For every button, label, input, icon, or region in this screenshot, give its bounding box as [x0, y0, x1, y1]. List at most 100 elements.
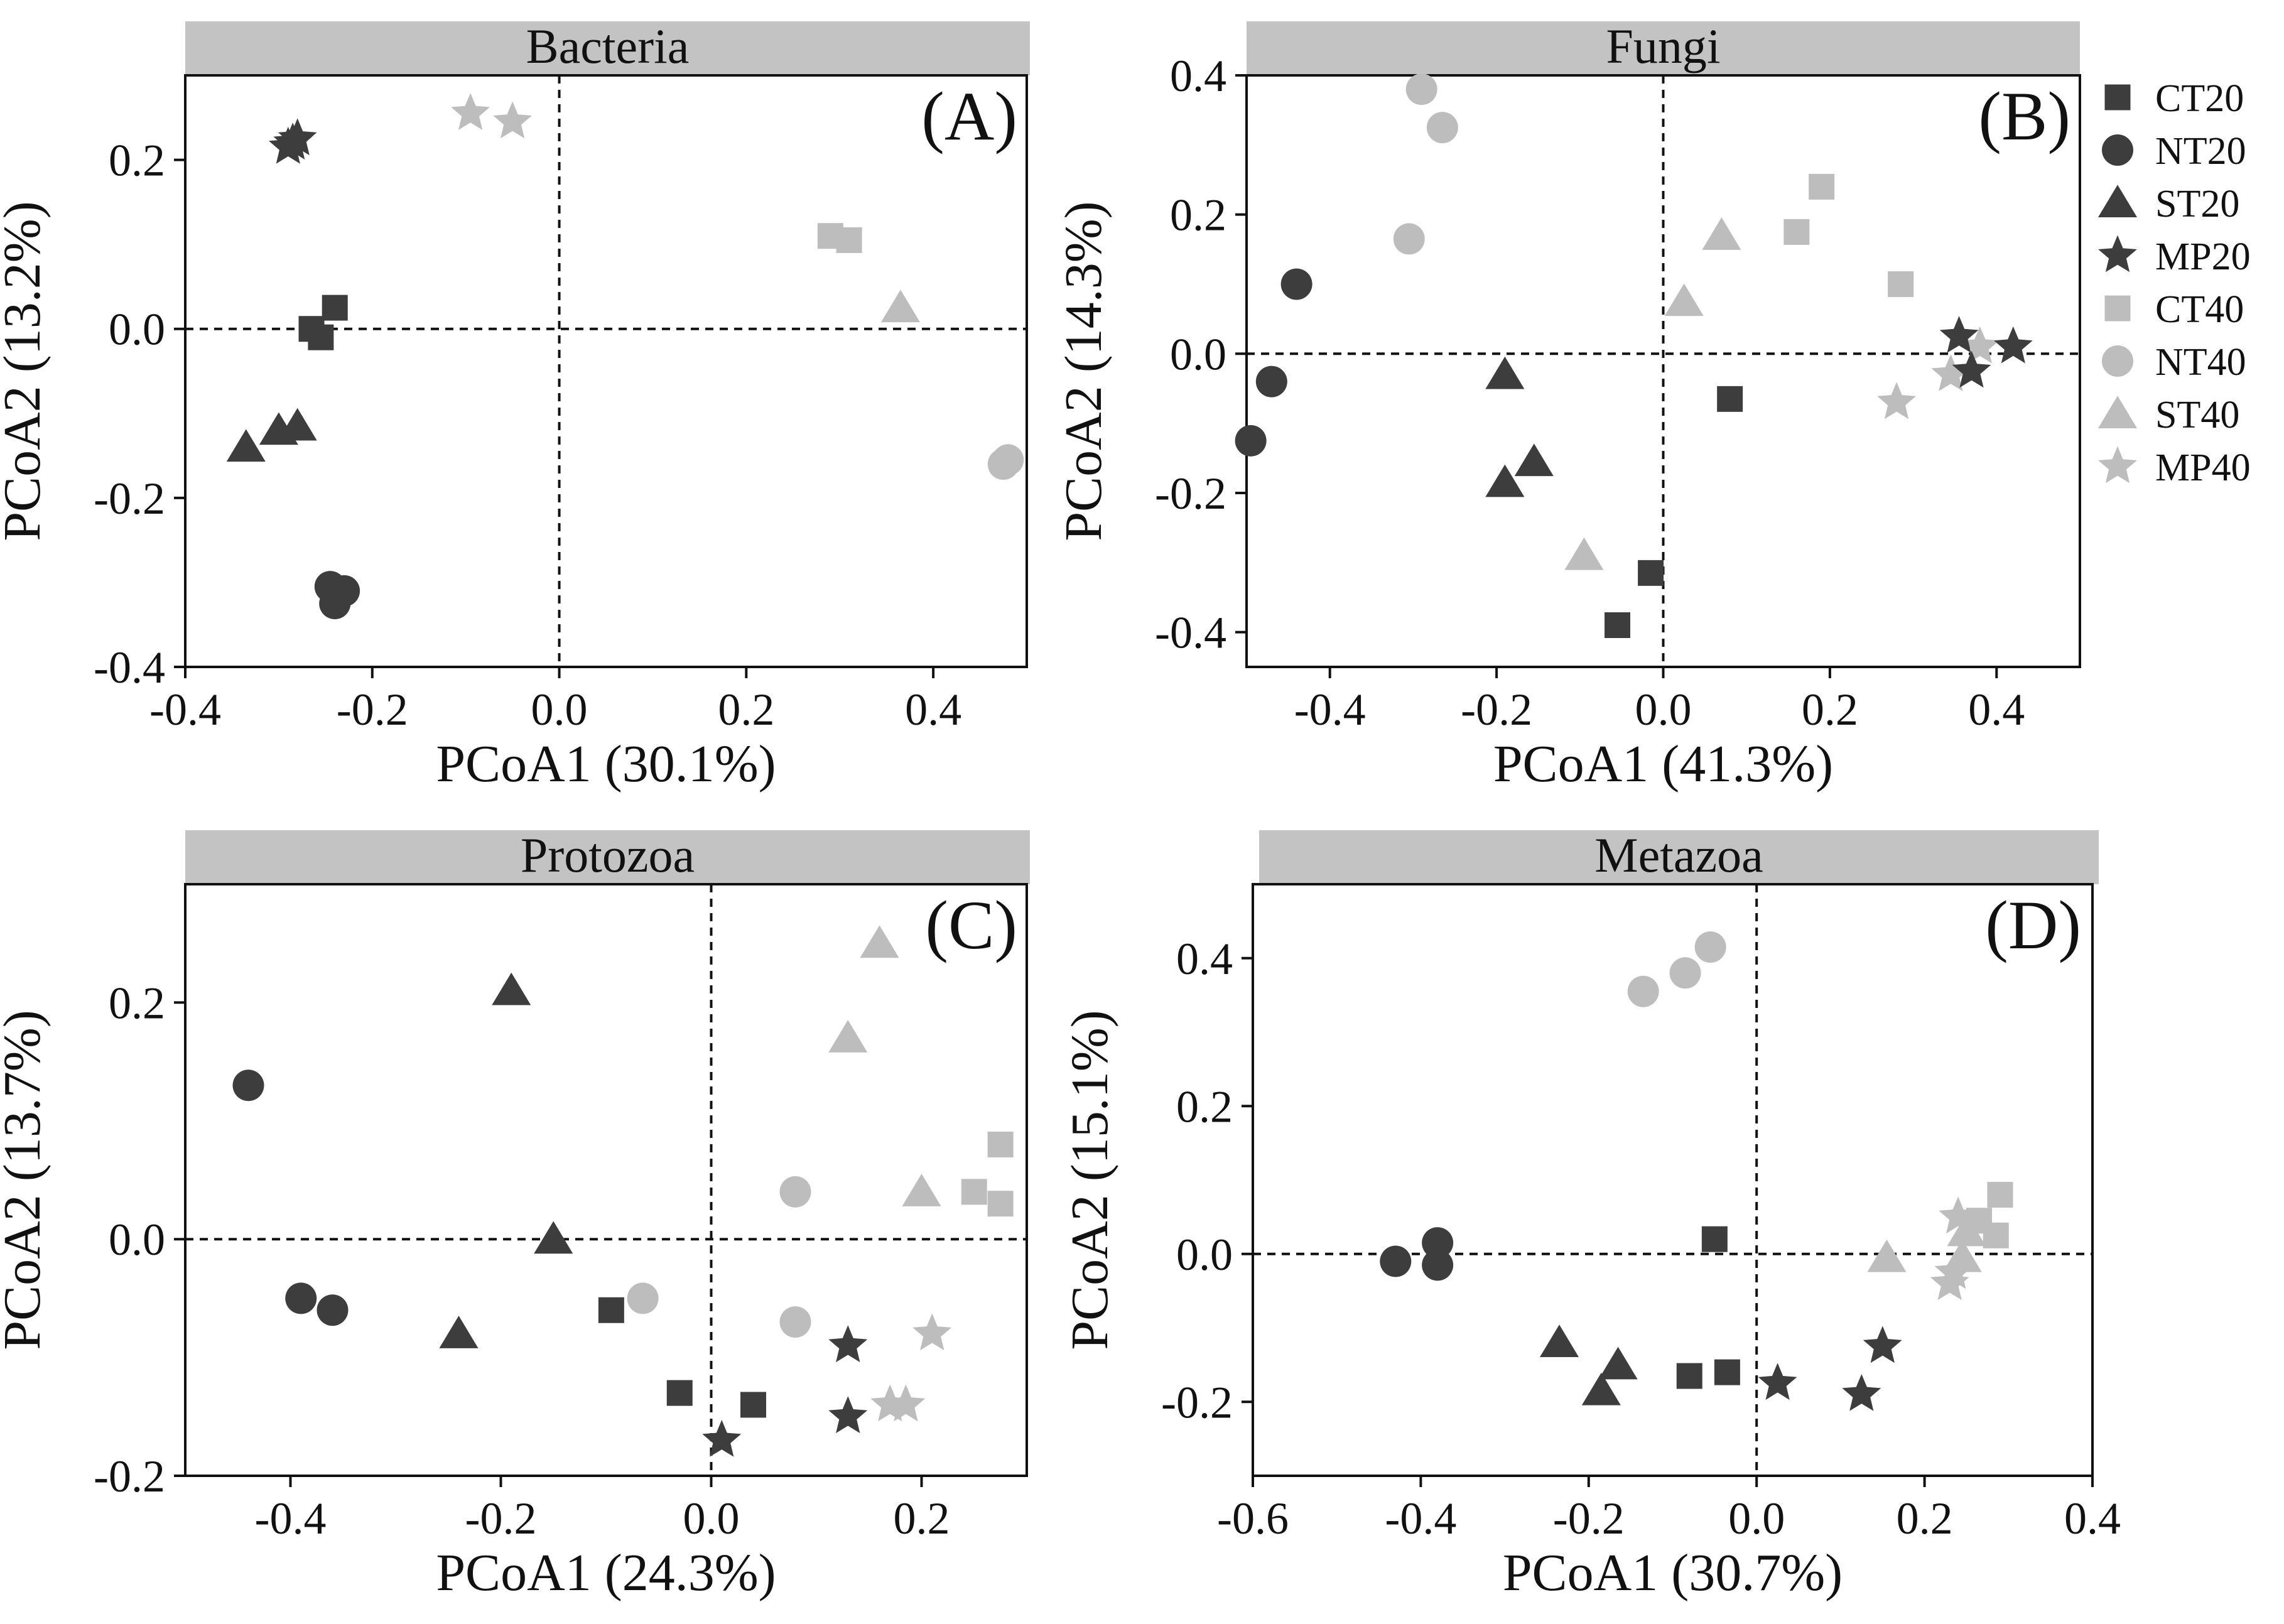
fungi-y-tick-label: 0.4	[1170, 51, 1226, 101]
protozoa-title: Protozoa	[521, 828, 695, 882]
bacteria-title: Bacteria	[526, 19, 690, 73]
fungi-point-nt20	[1235, 425, 1267, 457]
metazoa-y-tick-label: 0.2	[1176, 1081, 1233, 1132]
panel-fungi: Fungi -0.4 -0.2 0.0 0.2 0.4 -0.4 -0.2 0.0 0.2 0.4 P…	[1054, 19, 2081, 793]
legend-label-st20: ST20	[2155, 183, 2239, 225]
protozoa-plot-frame	[184, 883, 1028, 1477]
bacteria-point-ct40	[836, 227, 862, 253]
protozoa-point-ct20	[666, 1380, 693, 1406]
legend-item-mp20: MP20	[2098, 235, 2251, 278]
fungi-point-st40	[1702, 217, 1741, 250]
fungi-point-mp20	[1939, 316, 1979, 353]
metazoa-point-ct20	[1714, 1359, 1740, 1385]
legend-marker-ct40	[2104, 295, 2131, 322]
protozoa-x-tick-label: 0.0	[683, 1493, 740, 1544]
protozoa-x-axis-label: PCoA1 (24.3%)	[436, 1544, 776, 1602]
bacteria-y-axis-label: PCoA2 (13.2%)	[0, 201, 51, 541]
bacteria-x-axis-label: PCoA1 (30.1%)	[436, 735, 776, 793]
fungi-point-nt40	[1405, 73, 1437, 106]
fungi-x-tick-label: 0.4	[1968, 685, 2025, 735]
fungi-point-st40	[1564, 537, 1604, 570]
metazoa-panel-letter: (D)	[1985, 887, 2081, 963]
fungi-panel-letter: (B)	[1978, 78, 2070, 154]
bacteria-y-tick-label: -0.2	[94, 474, 165, 524]
protozoa-point-ct20	[740, 1392, 766, 1418]
fungi-x-tick-label: 0.2	[1802, 685, 1858, 735]
legend-marker-ct20	[2104, 84, 2131, 111]
bacteria-point-st20	[278, 408, 317, 441]
protozoa-point-st40	[860, 925, 899, 958]
legend-label-nt20: NT20	[2155, 130, 2246, 173]
legend-marker-mp20	[2098, 235, 2137, 273]
legend-marker-st40	[2097, 396, 2138, 428]
bacteria-x-tick-label: 0.4	[905, 685, 961, 735]
fungi-point-nt40	[1393, 223, 1425, 255]
metazoa-point-nt20	[1380, 1245, 1412, 1277]
fungi-x-axis-label: PCoA1 (41.3%)	[1493, 735, 1833, 793]
legend-label-st40: ST40	[2155, 394, 2239, 436]
metazoa-x-tick-label: -0.6	[1217, 1493, 1289, 1544]
metazoa-point-st20	[1581, 1372, 1621, 1405]
protozoa-point-ct40	[987, 1131, 1014, 1157]
legend-marker-nt20	[2102, 134, 2133, 166]
fungi-strip	[1247, 21, 2080, 75]
protozoa-point-nt40	[779, 1306, 811, 1338]
bacteria-y-tick-label: 0.2	[109, 136, 165, 186]
metazoa-point-nt40	[1694, 931, 1726, 963]
legend-label-mp40: MP40	[2155, 447, 2251, 489]
protozoa-strip	[185, 830, 1030, 884]
protozoa-point-mp20	[828, 1396, 868, 1434]
protozoa-point-st40	[902, 1174, 941, 1206]
metazoa-point-mp20	[1863, 1326, 1902, 1363]
legend-item-ct20: CT20	[2104, 77, 2244, 120]
legend-item-st40: ST40	[2097, 394, 2239, 436]
metazoa-strip	[1259, 830, 2099, 884]
fungi-point-ct40	[1783, 219, 1810, 245]
legend: CT20 NT20 ST20 MP20 CT40 NT40 ST40 MP40	[2097, 77, 2251, 489]
legend-label-ct20: CT20	[2155, 77, 2244, 120]
protozoa-point-nt40	[627, 1282, 659, 1314]
metazoa-point-mp40	[1939, 1196, 1978, 1234]
bacteria-point-st40	[880, 290, 921, 323]
fungi-x-tick-label: 0.0	[1635, 685, 1692, 735]
legend-item-st20: ST20	[2097, 183, 2239, 225]
bacteria-panel-letter: (A)	[921, 78, 1017, 154]
fungi-point-mp20	[1993, 326, 2033, 364]
protozoa-point-st20	[534, 1221, 573, 1254]
fungi-point-nt40	[1426, 112, 1458, 144]
metazoa-plot-frame	[1252, 883, 2094, 1477]
bacteria-x-tick-label: 0.0	[531, 685, 588, 735]
bacteria-x-tick-label: -0.4	[149, 685, 221, 735]
metazoa-y-axis-label: PCoA2 (15.1%)	[1061, 1010, 1119, 1350]
metazoa-point-nt20	[1422, 1227, 1454, 1259]
legend-label-nt40: NT40	[2155, 341, 2246, 384]
metazoa-x-tick-label: -0.2	[1553, 1493, 1625, 1544]
protozoa-x-tick-label: -0.2	[465, 1493, 537, 1544]
metazoa-x-axis-label: PCoA1 (30.7%)	[1503, 1544, 1843, 1602]
panel-bacteria: Bacteria-0.4 -0.2 0.0 0.2 0.4-0.4-0.20.00.2P…	[0, 19, 1030, 793]
protozoa-point-mp40	[886, 1384, 926, 1422]
fungi-title: Fungi	[1606, 19, 1720, 73]
fungi-point-ct20	[1717, 386, 1743, 412]
metazoa-y-tick-label: 0.4	[1176, 934, 1233, 984]
legend-item-nt20: NT20	[2102, 130, 2246, 173]
protozoa-point-st40	[828, 1020, 868, 1053]
bacteria-point-ct20	[322, 295, 348, 321]
bacteria-y-tick-label: 0.0	[109, 305, 165, 355]
bacteria-point-st20	[226, 429, 266, 462]
protozoa-point-nt20	[317, 1294, 349, 1326]
metazoa-point-mp20	[1758, 1363, 1797, 1400]
fungi-y-tick-label: -0.4	[1155, 608, 1226, 658]
metazoa-point-ct20	[1701, 1226, 1728, 1252]
protozoa-point-mp40	[912, 1313, 952, 1351]
metazoa-point-st20	[1598, 1346, 1638, 1380]
fungi-point-st20	[1485, 464, 1525, 497]
metazoa-point-ct20	[1676, 1363, 1702, 1389]
legend-item-nt40: NT40	[2102, 341, 2246, 384]
metazoa-point-ct40	[1983, 1222, 2009, 1248]
protozoa-y-tick-label: 0.0	[109, 1215, 165, 1265]
panel-metazoa: Metazoa -0.6 -0.4 -0.2 0.0 0.2 0.4 -0.2 0.0 0.2 0.…	[1061, 828, 2121, 1602]
metazoa-x-tick-label: 0.4	[2064, 1493, 2121, 1544]
bacteria-y-tick-label: -0.4	[94, 642, 165, 693]
